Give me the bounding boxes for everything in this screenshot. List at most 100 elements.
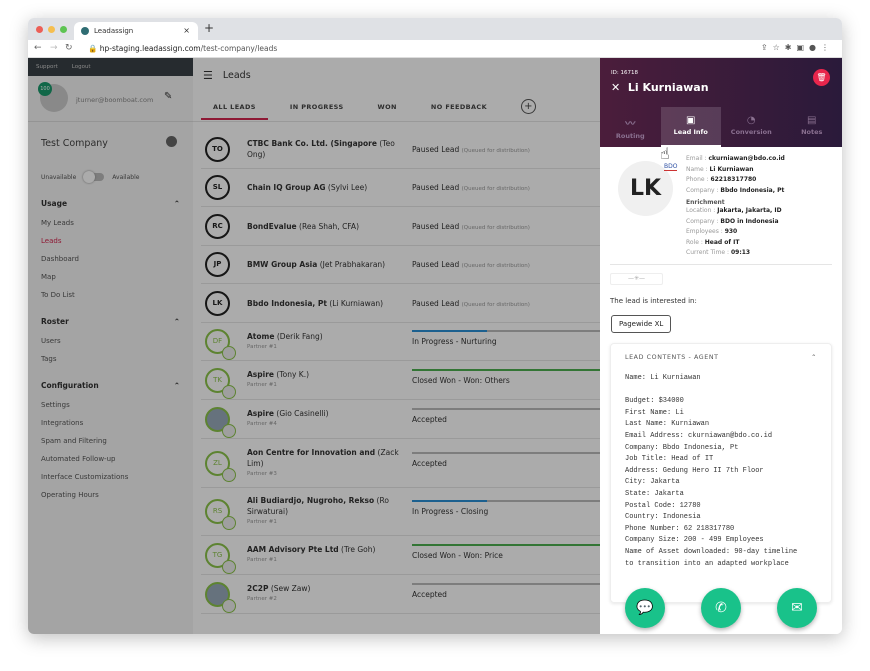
lead-status: Paused Lead — [412, 221, 460, 231]
lead-row[interactable]: RS Ali Budiardjo, Nugroho, Rekso (Ro Sirw… — [201, 488, 600, 536]
sidebar-item-automated-follow-up[interactable]: Automated Follow-up — [41, 455, 116, 463]
lead-status: Paused Lead — [412, 260, 460, 269]
new-tab-button[interactable]: + — [204, 21, 215, 35]
avatar-initials: SL — [212, 183, 223, 191]
call-button[interactable]: ✆ — [701, 588, 741, 628]
lead-row[interactable]: TO CTBC Bank Co. Ltd. (Singapore (Teo Ong… — [201, 130, 600, 169]
sidebar-section-header[interactable]: Configuration ⌃ — [28, 374, 193, 396]
lead-info: LK BDO Email : ckurniawan@bdo.co.id Name … — [610, 147, 832, 265]
avatar-initials: TG — [212, 550, 223, 559]
sidebar-item-dashboard[interactable]: Dashboard — [41, 255, 79, 263]
tab-all-leads[interactable]: ALL LEADS — [201, 93, 268, 121]
lead-row[interactable]: SL Chain IQ Group AG (Sylvi Lee) Paused Le… — [201, 169, 600, 207]
lead-row[interactable]: JP BMW Group Asia (Jet Prabhakaran) Paused… — [201, 246, 600, 284]
forward-icon[interactable]: → — [50, 43, 58, 53]
status-note: (Queued for distribution) — [461, 263, 530, 269]
lead-row[interactable]: LK Bbdo Indonesia, Pt (Li Kurniawan) Pause… — [201, 284, 600, 323]
address-bar: ← → ↻ 🔒 hp-staging.leadassign.com/test-c… — [28, 40, 842, 58]
panel-tab-lead-info[interactable]: ▣ Lead Info — [660, 107, 721, 147]
leads-main: ☰ Leads ALL LEADS IN PROGRESS WON NO FEEDBAC… — [193, 58, 600, 634]
lead-row[interactable]: ZL Aon Centre for Innovation and (Zack Li… — [201, 439, 600, 488]
available-label: Available — [112, 173, 140, 181]
switch-icon[interactable] — [166, 136, 177, 147]
minimize-window-button[interactable] — [48, 26, 55, 33]
back-icon[interactable]: ← — [34, 43, 42, 53]
sidebar-item-interface-customizations[interactable]: Interface Customizations — [41, 473, 129, 481]
sidebar-section-header[interactable]: Roster ⌃ — [28, 310, 193, 332]
sidebar-item-leads[interactable]: Leads — [41, 237, 62, 245]
section-title: Roster — [41, 316, 69, 326]
progress-bar — [412, 368, 600, 371]
panel-tab-conversion[interactable]: ◔ Conversion — [721, 107, 782, 147]
field-key: Email — [686, 155, 703, 162]
section-title: Configuration — [41, 380, 99, 390]
avatar-initials: RC — [212, 221, 223, 230]
lead-avatar: JP — [205, 252, 230, 277]
sidebar-top-links: Support Logout — [28, 58, 193, 76]
progress-fill — [412, 500, 488, 502]
lead-tabs: ALL LEADS IN PROGRESS WON NO FEEDBACK + — [193, 92, 600, 122]
tab-no-feedback[interactable]: NO FEEDBACK — [430, 102, 488, 111]
sidebar-item-my-leads[interactable]: My Leads — [41, 219, 74, 227]
product-tag[interactable]: Pagewide XL — [611, 315, 672, 333]
lead-row[interactable]: TK Aspire (Tony K.) Partner #1 Closed Won -… — [201, 361, 600, 400]
contact-field: Company : Bbdo Indonesia, Pt — [686, 186, 785, 194]
lead-avatar: TO — [205, 136, 230, 162]
chat-button[interactable]: 💬 — [625, 588, 665, 628]
lead-status: Paused Lead — [412, 183, 460, 192]
close-window-button[interactable] — [36, 26, 43, 33]
lead-row[interactable]: RC BondEvalue (Rea Shah, CFA) Paused Lead … — [201, 207, 600, 246]
field-value: Bbdo Indonesia, Pt — [720, 186, 785, 194]
field-value: ckurniawan@bdo.co.id — [708, 155, 785, 162]
chevron-up-icon[interactable]: ⌃ — [173, 380, 180, 390]
logout-link[interactable]: Logout — [71, 64, 91, 70]
panel-tab-routing[interactable]: 〰 Routing — [600, 107, 661, 147]
field-key: Phone — [686, 176, 705, 183]
avatar-initials: JP — [213, 260, 222, 268]
lead-row[interactable]: 2C2P (Sew Zaw) Partner #2 Accepted — [201, 575, 600, 614]
browser-tab[interactable]: Leadassign × — [74, 22, 198, 40]
company-logo: BDO — [664, 163, 678, 171]
browser-toolbar-icons[interactable]: ⇪☆✱▣●⋮ — [760, 43, 834, 52]
url-path: /test-company/leads — [200, 44, 278, 53]
support-link[interactable]: Support — [36, 64, 58, 70]
availability-toggle[interactable] — [83, 171, 105, 183]
field-value: BDO in Indonesia — [720, 217, 779, 225]
maximize-window-button[interactable] — [60, 26, 67, 33]
delete-trash-icon[interactable]: 🗑 — [813, 69, 830, 86]
reload-icon[interactable]: ↻ — [65, 43, 73, 53]
sidebar-item-to-do-list[interactable]: To Do List — [41, 291, 75, 299]
lead-contact: (Rea Shah, CFA) — [299, 221, 359, 231]
close-icon[interactable]: ✕ — [611, 81, 621, 94]
menu-icon[interactable]: ☰ — [203, 68, 213, 82]
sidebar-item-tags[interactable]: Tags — [41, 355, 57, 363]
lead-row[interactable]: DF Atome (Derik Fang) Partner #1 In Progres… — [201, 323, 600, 361]
lead-avatar: DF — [205, 329, 236, 360]
lead-row[interactable]: TG AAM Advisory Pte Ltd (Tre Goh) Partner … — [201, 536, 600, 575]
contact-field: Name : Li Kurniawan — [686, 165, 754, 173]
url-input[interactable]: 🔒 hp-staging.leadassign.com/test-company… — [88, 44, 278, 53]
chevron-up-icon[interactable]: ⌃ — [173, 316, 180, 326]
lead-avatar: LK — [205, 290, 230, 316]
chevron-up-icon[interactable]: ⌃ — [173, 198, 180, 208]
sidebar-item-settings[interactable]: Settings — [41, 401, 70, 409]
sidebar-section-header[interactable]: Usage ⌃ — [28, 192, 193, 214]
lead-contents-title: LEAD CONTENTS - AGENT — [625, 354, 719, 361]
chevron-up-icon[interactable]: ⌃ — [811, 354, 817, 361]
lead-row[interactable]: Aspire (Gio Casinelli) Partner #4 Accepted — [201, 400, 600, 439]
close-tab-icon[interactable]: × — [183, 26, 190, 35]
company-switcher[interactable]: Test Company — [28, 122, 193, 162]
email-button[interactable]: ✉ — [777, 588, 817, 628]
sidebar-item-integrations[interactable]: Integrations — [41, 419, 84, 427]
sidebar-item-map[interactable]: Map — [41, 273, 56, 281]
sidebar-item-users[interactable]: Users — [41, 337, 61, 345]
sidebar-item-operating-hours[interactable]: Operating Hours — [41, 491, 99, 499]
add-tab-button[interactable]: + — [521, 99, 537, 114]
sidebar-item-spam-and-filtering[interactable]: Spam and Filtering — [41, 437, 107, 445]
tab-won[interactable]: WON — [377, 102, 397, 111]
tab-in-progress[interactable]: IN PROGRESS — [289, 102, 344, 111]
panel-tab-notes[interactable]: ▤ Notes — [782, 107, 843, 147]
partner-label: Partner #4 — [247, 421, 277, 427]
edit-pencil-icon[interactable]: ✎ — [164, 91, 173, 102]
field-key: Name — [686, 165, 704, 173]
